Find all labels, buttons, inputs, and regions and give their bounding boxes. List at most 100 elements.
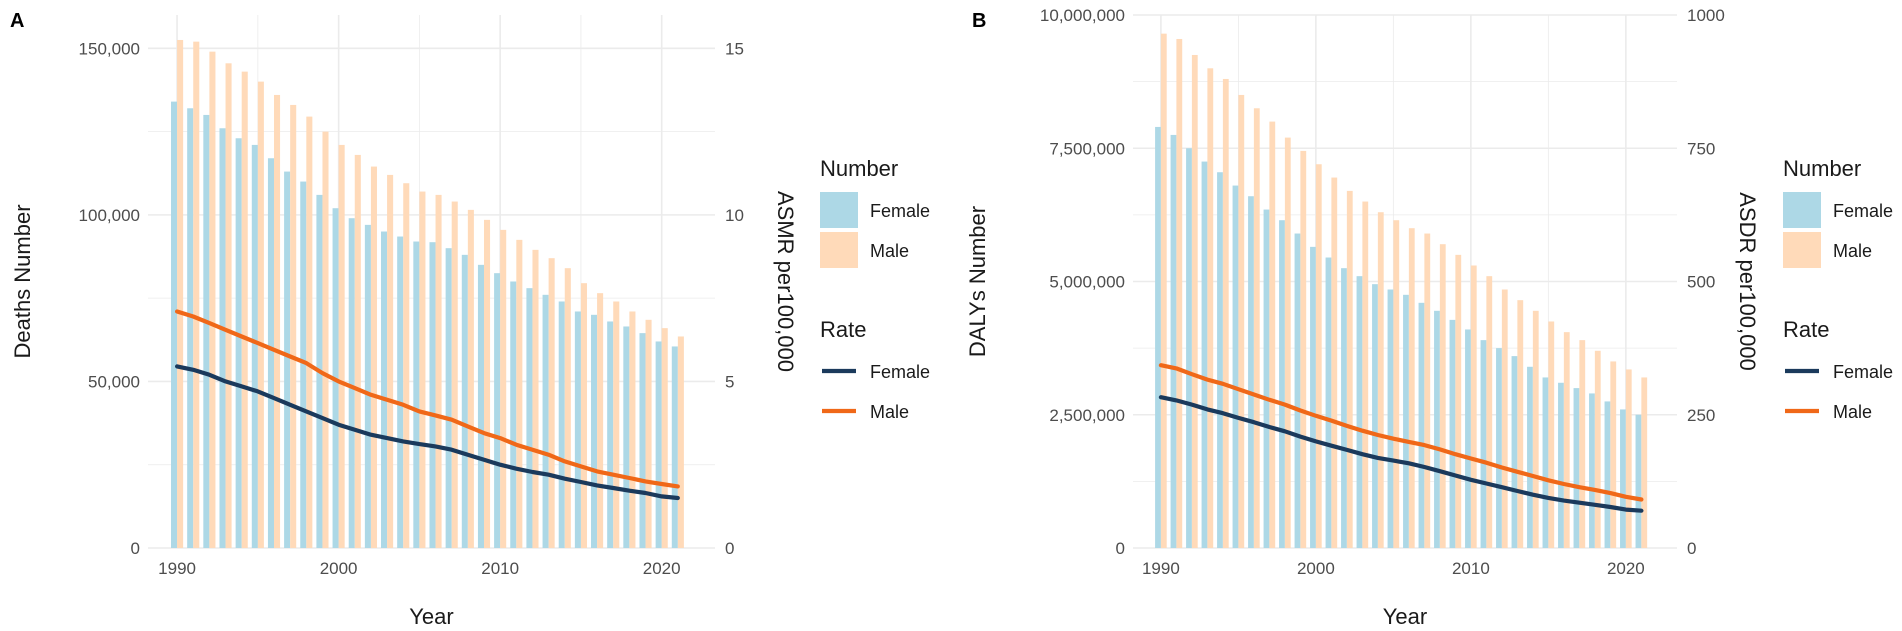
y-left-tick-label: 2,500,000: [1049, 406, 1125, 425]
y-right-tick-label: 0: [1687, 539, 1696, 558]
line-series: [1158, 363, 1644, 513]
bar-male-1993: [1207, 68, 1214, 549]
bar-male-2004: [1377, 212, 1384, 548]
y-right-tick-label: 250: [1687, 406, 1715, 425]
x-axis-title: Year: [1383, 604, 1427, 629]
x-tick-label: 2010: [1452, 559, 1490, 578]
x-tick-label: 2020: [643, 559, 681, 578]
bar-female-2007: [1418, 302, 1425, 548]
bar-male-1995: [257, 81, 264, 548]
bar-female-2004: [1372, 284, 1378, 548]
y-right-tick-label: 15: [725, 39, 744, 58]
bar-female-2018: [1589, 393, 1595, 548]
bar-female-2015: [1542, 377, 1549, 548]
bar-female-2016: [591, 314, 598, 548]
bar-female-2013: [542, 294, 549, 548]
bar-male-2005: [1393, 220, 1400, 548]
bar-male-2008: [467, 209, 474, 549]
y-right-axis-title: ASMR per100,000: [773, 191, 798, 372]
x-tick-label: 1990: [1142, 559, 1180, 578]
bar-male-2020: [1625, 369, 1632, 548]
bar-male-2010: [500, 229, 507, 548]
bar-male-2016: [597, 293, 604, 548]
bar-male-2007: [451, 201, 458, 549]
bar-male-2016: [1563, 332, 1570, 548]
legend-number-title: Number: [820, 156, 898, 181]
y-left-tick-label: 10,000,000: [1040, 6, 1125, 25]
bar-female-2003: [1356, 276, 1363, 548]
bar-female-2004: [397, 236, 404, 548]
bar-female-1993: [219, 128, 226, 548]
bar-male-2021: [1641, 377, 1648, 548]
bar-male-1992: [209, 51, 216, 549]
bar-male-2008: [1439, 244, 1446, 548]
bar-female-2010: [1465, 329, 1471, 548]
legend-rate-title: Rate: [1783, 317, 1829, 342]
y-right-tick-label: 10: [725, 206, 744, 225]
bar-female-2012: [1496, 348, 1502, 548]
panel-label: B: [972, 10, 986, 32]
bar-male-2015: [580, 283, 587, 548]
legend-key-female-bar: [820, 192, 858, 228]
bar-female-1994: [235, 138, 242, 548]
bar-female-1992: [1186, 148, 1192, 548]
bar-female-1999: [1294, 233, 1301, 548]
bar-female-2014: [558, 301, 565, 548]
legend-label-female: Female: [1833, 362, 1893, 382]
bar-female-2012: [526, 288, 533, 548]
bar-female-2009: [1449, 319, 1456, 548]
chart-panel-a: 0 50,000 100,000 150,000 0 5 10 15 1990 2000 2010 2…: [10, 10, 930, 629]
bar-female-2005: [1387, 289, 1394, 548]
y-right-tick-label: 5: [725, 372, 734, 391]
legend-key-male-bar: [1783, 232, 1821, 268]
bar-male-1992: [1191, 54, 1198, 548]
bar-female-2001: [1325, 257, 1332, 548]
bar-male-2005: [419, 191, 426, 548]
bar-male-1994: [1222, 78, 1229, 549]
bar-male-2012: [532, 249, 539, 548]
bar-male-1996: [274, 94, 281, 548]
bar-female-2021: [1635, 414, 1642, 548]
bar-female-1995: [251, 144, 258, 548]
bar-female-2006: [1403, 294, 1409, 548]
bar-female-2014: [1527, 366, 1533, 548]
bar-female-1996: [1248, 196, 1254, 548]
bar-male-1999: [322, 131, 329, 548]
bar-male-2001: [354, 154, 361, 548]
bar-male-2012: [1501, 289, 1508, 548]
bar-female-1997: [1263, 209, 1270, 549]
tick-labels: 0 50,000 100,000 150,000 0 5 10 15 1990 2000 2010 2…: [79, 39, 744, 578]
y-right-tick-label: 0: [725, 539, 734, 558]
bar-female-2006: [429, 242, 436, 548]
bar-female-2015: [574, 311, 581, 548]
bar-female-2001: [348, 218, 355, 549]
legend-rate-title: Rate: [820, 317, 866, 342]
x-axis-title: Year: [409, 604, 453, 629]
bar-male-1995: [1238, 94, 1245, 548]
bar-male-2014: [1532, 310, 1539, 548]
line-female: [175, 364, 680, 501]
y-left-tick-label: 100,000: [79, 206, 140, 225]
bar-male-1994: [241, 71, 248, 548]
x-tick-label: 2000: [1297, 559, 1335, 578]
bar-male-2001: [1331, 177, 1338, 548]
bar-male-2002: [1346, 190, 1353, 548]
bar-series: [171, 39, 684, 549]
bar-male-1993: [225, 63, 232, 548]
legend-label-male: Male: [870, 241, 909, 261]
bar-female-1994: [1217, 172, 1223, 549]
legend-label-male: Male: [1833, 241, 1872, 261]
bar-female-1996: [267, 158, 274, 548]
bar-male-1991: [1176, 38, 1183, 549]
bar-male-2017: [613, 301, 620, 548]
legend-label-female: Female: [870, 362, 930, 382]
bar-female-2000: [1310, 246, 1316, 549]
x-tick-label: 2020: [1607, 559, 1645, 578]
bar-female-1990: [1155, 126, 1161, 549]
bar-male-2015: [1548, 321, 1555, 548]
bar-female-2002: [364, 224, 371, 548]
panel-label: A: [10, 10, 24, 32]
bar-male-2003: [1362, 201, 1369, 549]
